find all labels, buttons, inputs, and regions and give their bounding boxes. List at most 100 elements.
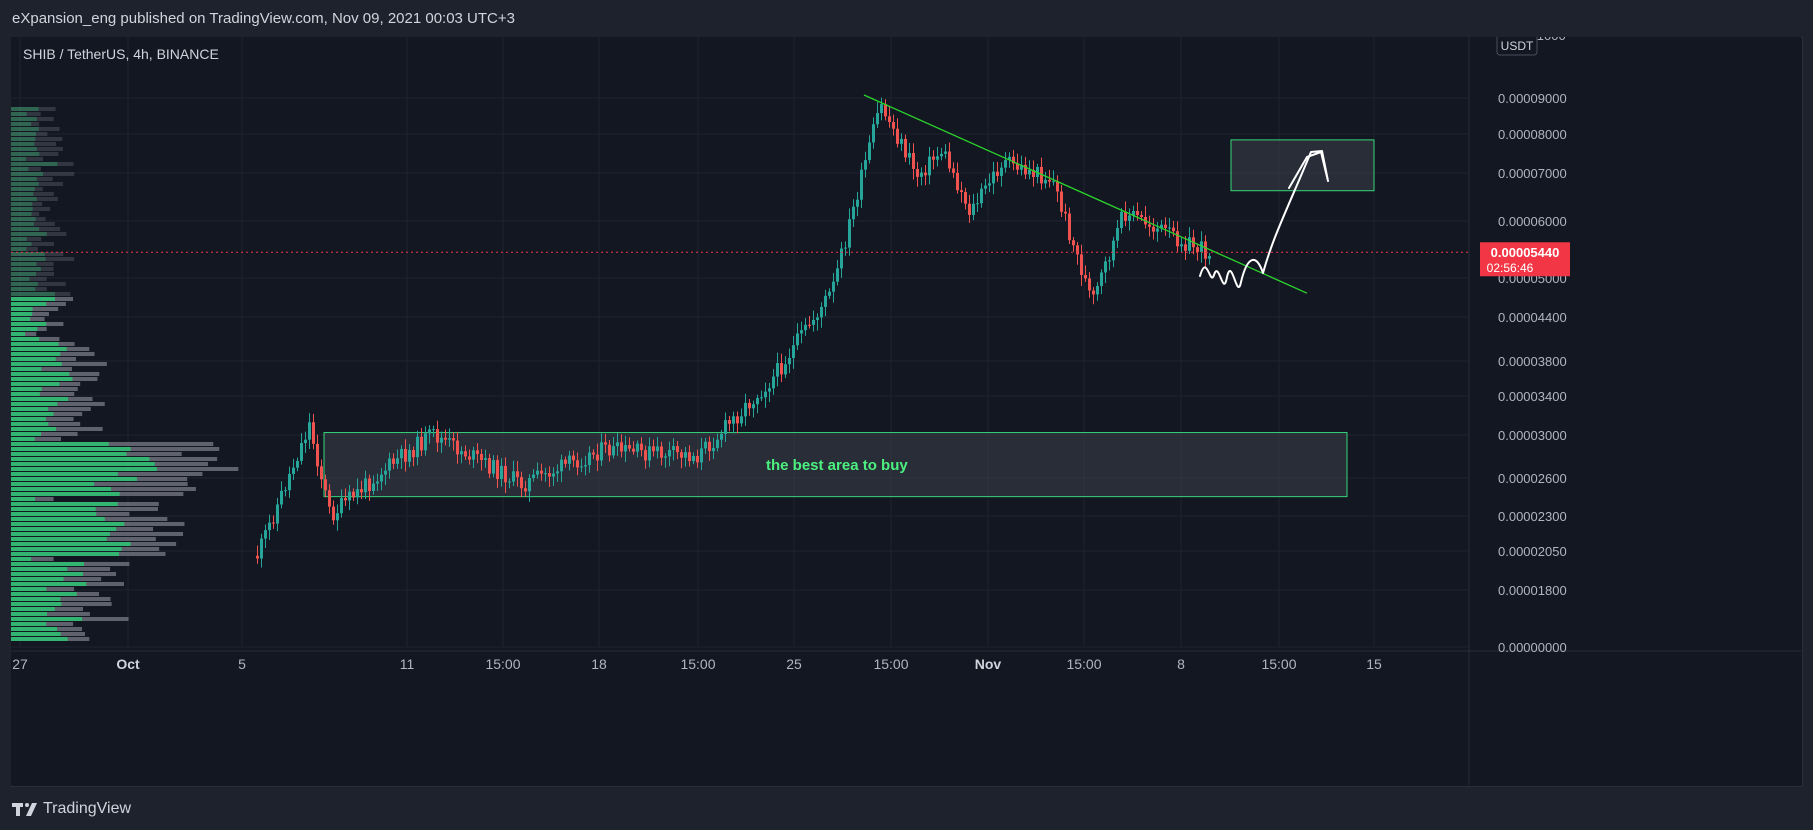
candle-body <box>1008 156 1011 161</box>
volume-bar-up <box>11 637 68 641</box>
candle-body <box>380 474 383 482</box>
volume-bar-up <box>11 232 47 236</box>
candle-body <box>1016 163 1019 170</box>
volume-bar-up <box>11 187 35 191</box>
candle-body <box>680 452 683 458</box>
candle-body <box>752 404 755 409</box>
volume-bar-up <box>11 122 32 126</box>
candle-body <box>644 450 647 461</box>
candle-body <box>416 436 419 458</box>
volume-bar-up <box>11 552 119 556</box>
volume-bar-down <box>11 147 63 151</box>
candle-body <box>792 345 795 359</box>
volume-bar-down <box>11 167 41 171</box>
volume-bar-up <box>11 512 97 516</box>
volume-bar-up <box>11 537 107 541</box>
candle-body <box>1172 227 1175 232</box>
candle-body <box>452 438 455 441</box>
volume-bar-up <box>11 382 60 386</box>
volume-bar-up <box>11 427 56 431</box>
price-tick-label: 0.00002050 <box>1498 544 1567 559</box>
candle-body <box>576 460 579 468</box>
time-tick-label: 25 <box>786 656 802 672</box>
candle-body <box>492 460 495 474</box>
candle-body <box>1120 211 1123 229</box>
candle-body <box>824 295 827 307</box>
volume-bar-up <box>11 297 55 301</box>
time-tick-label: 8 <box>1177 656 1185 672</box>
volume-bar-up <box>11 407 49 411</box>
candle-body <box>964 192 967 204</box>
candle-body <box>892 122 895 129</box>
volume-bar-up <box>11 362 62 366</box>
time-tick-label: 27 <box>12 656 28 672</box>
volume-bar-up <box>11 392 40 396</box>
candle-body <box>800 330 803 334</box>
candle-body <box>368 478 371 492</box>
volume-bar-down <box>11 187 43 191</box>
candle-body <box>568 455 571 464</box>
time-tick-label: 18 <box>591 656 607 672</box>
candle-body <box>328 490 331 507</box>
candle-body <box>324 479 327 491</box>
candle-body <box>748 402 751 409</box>
candle-body <box>1112 240 1115 261</box>
volume-bar-down <box>11 112 41 116</box>
candle-body <box>1092 290 1095 295</box>
volume-bar-up <box>11 307 33 311</box>
candle-body <box>296 460 299 468</box>
candle-body <box>684 452 687 458</box>
candle-body <box>1148 224 1151 227</box>
candle-body <box>712 447 715 452</box>
candle-body <box>676 446 679 453</box>
volume-bar-down <box>11 177 53 181</box>
candle-body <box>1156 228 1159 232</box>
candle-body <box>720 433 723 440</box>
candle-body <box>376 481 379 484</box>
volume-profile <box>11 107 239 641</box>
candle-body <box>632 448 635 452</box>
candle-body <box>796 333 799 346</box>
volume-bar-up <box>11 312 33 316</box>
volume-bar-up <box>11 147 37 151</box>
candle-body <box>316 443 319 467</box>
volume-bar-up <box>11 322 47 326</box>
volume-bar-up <box>11 207 33 211</box>
candle-body <box>736 416 739 424</box>
price-tick-label: 0.00003400 <box>1498 389 1567 404</box>
time-tick-label: 11 <box>400 656 415 672</box>
volume-bar-up <box>11 217 36 221</box>
candle-body <box>692 456 695 462</box>
volume-bar-up <box>11 237 27 241</box>
tradingview-footer[interactable]: TradingView <box>12 798 131 820</box>
candle-body <box>412 449 415 458</box>
symbol-title[interactable]: SHIB / TetherUS, 4h, BINANCE <box>23 46 219 62</box>
volume-bar-up <box>11 192 34 196</box>
volume-bar-up <box>11 412 54 416</box>
candle-body <box>292 467 295 474</box>
candle-body <box>1140 215 1143 217</box>
volume-bar-up <box>11 587 47 591</box>
publish-info: eXpansion_eng published on TradingView.c… <box>12 10 515 27</box>
candle-body <box>972 203 975 215</box>
price-tick-label: 0.00003800 <box>1498 354 1567 369</box>
volume-bar-up <box>11 582 87 586</box>
volume-bar-up <box>11 607 55 611</box>
candle-body <box>436 429 439 443</box>
candle-body <box>604 442 607 445</box>
volume-bar-up <box>11 357 56 361</box>
candle-body <box>1076 245 1079 255</box>
candle-body <box>924 172 927 176</box>
price-chart[interactable]: the best area to buy0.000110000.00009000… <box>11 37 1801 785</box>
candle-body <box>780 362 783 375</box>
volume-bar-down <box>11 432 78 436</box>
time-tick-label: 15:00 <box>680 656 715 672</box>
volume-bar-up <box>11 162 58 166</box>
volume-bar-up <box>11 562 84 566</box>
candle-body <box>516 471 519 478</box>
volume-bar-up <box>11 222 34 226</box>
volume-bar-down <box>11 387 78 391</box>
volume-bar-up <box>11 597 61 601</box>
volume-bar-down <box>11 482 188 486</box>
volume-bar-up <box>11 527 117 531</box>
